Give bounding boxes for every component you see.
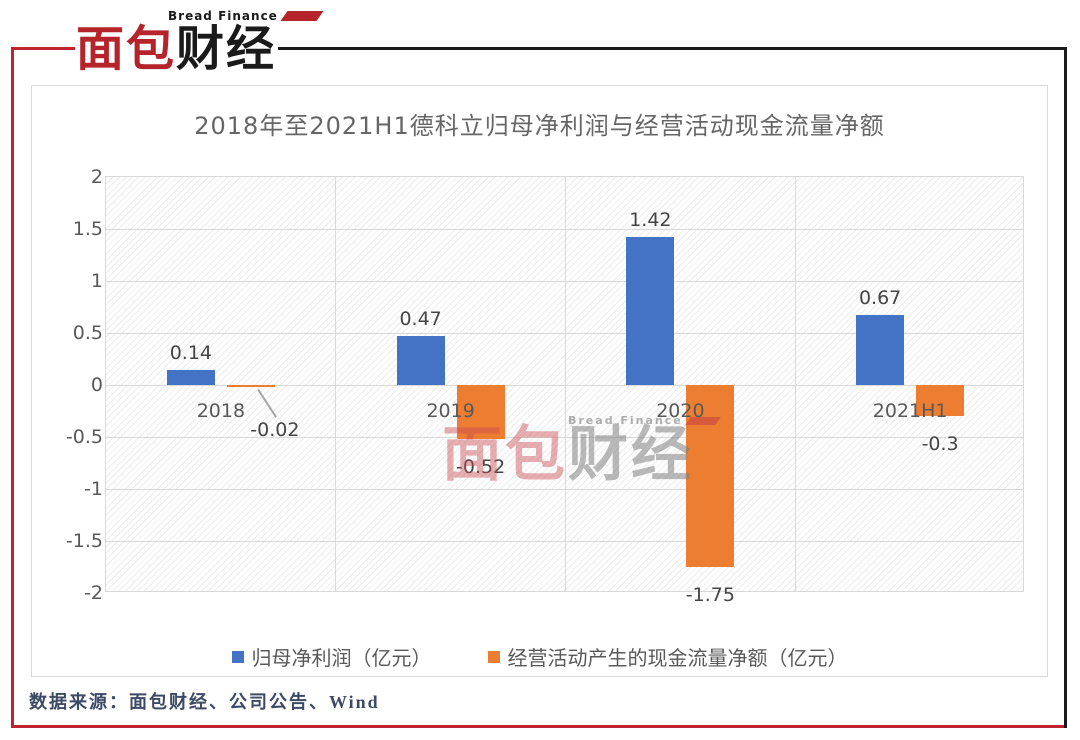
brand-logo: Bread Finance 面包财经	[76, 3, 324, 81]
gridline-vertical	[335, 177, 337, 591]
net-profit-bar-2018	[166, 370, 215, 385]
brand-logo-english-text: Bread Finance	[168, 9, 278, 23]
y-axis-tick-1: 1	[90, 270, 103, 292]
frame-line-top-right	[278, 47, 1067, 50]
cash-flow-data-label-2018: -0.02	[250, 419, 300, 441]
y-axis-tick--0.5: -0.5	[65, 426, 103, 448]
brand-logo-top-row: Bread Finance	[168, 9, 324, 23]
cash-flow-bar-2018	[226, 385, 275, 388]
gridline-horizontal	[106, 332, 1023, 334]
net-profit-data-label-2018: 0.14	[169, 342, 213, 365]
net-profit-data-label-2020: 1.42	[629, 209, 672, 232]
y-axis-tick--1: -1	[84, 478, 103, 500]
data-source-note: 数据来源：面包财经、公司公告、Wind	[29, 692, 380, 712]
y-axis-tick-0.5: 0.5	[72, 322, 103, 344]
legend-label-cash-flow: 经营活动产生的现金流量净额（亿元）	[507, 646, 848, 670]
net-profit-bar-2019	[396, 336, 445, 385]
cash-flow-data-label-2021H1: -0.3	[921, 433, 959, 456]
net-profit-bar-2020	[626, 237, 675, 385]
gridline-horizontal	[106, 540, 1023, 542]
plot-area: 2 1.5 1 0.5 0 -0.5 -1 -1.5 -2 0.14 0.47 1.42 0.67 -0.…	[66, 166, 1024, 606]
cash-flow-bar-2020	[686, 385, 735, 567]
x-axis-label-2018: 2018	[196, 400, 246, 422]
net-profit-data-label-2021H1: 0.67	[858, 287, 902, 310]
frame-line-right	[1064, 47, 1067, 728]
cash-flow-bar-2019	[456, 385, 505, 440]
x-axis-label-2021H1: 2021H1	[872, 400, 948, 422]
net-profit-data-label-2019: 0.47	[399, 308, 442, 331]
chart-title: 2018年至2021H1德科立归母净利润与经营活动现金流量净额	[194, 112, 885, 140]
cash-flow-data-label-2020: -1.75	[685, 584, 735, 606]
gridline-horizontal	[106, 384, 1023, 386]
brand-logo-chinese-text: 面包财经	[76, 21, 276, 77]
frame-line-top-left	[11, 47, 75, 50]
x-axis-label-2020: 2020	[656, 400, 705, 422]
gridline-horizontal	[106, 488, 1023, 490]
y-axis-tick-2: 2	[90, 166, 103, 188]
chart-container: 2018年至2021H1德科立归母净利润与经营活动现金流量净额 2 1.5 1 0.5…	[31, 85, 1048, 677]
chart-legend: 归母净利润（亿元） 经营活动产生的现金流量净额（亿元）	[32, 642, 1047, 671]
cash-flow-bar-2021H1	[916, 385, 965, 417]
gridline-horizontal	[106, 228, 1023, 230]
legend-marker-cash-flow	[487, 650, 500, 663]
y-axis-tick-1.5: 1.5	[72, 218, 103, 240]
legend-item-net-profit: 归母净利润（亿元）	[231, 642, 432, 671]
cash-flow-data-label-2019: -0.52	[456, 456, 506, 479]
brand-logo-zh-red: 面包	[76, 21, 177, 77]
legend-label-net-profit: 归母净利润（亿元）	[251, 646, 432, 670]
gridline-horizontal	[106, 436, 1023, 438]
gridline-vertical	[565, 177, 566, 591]
frame-line-bottom	[11, 725, 1067, 728]
brand-flag-icon	[280, 11, 324, 21]
gridline-horizontal	[106, 280, 1023, 282]
frame-line-left	[11, 47, 14, 728]
legend-marker-net-profit	[231, 650, 244, 663]
y-axis-tick--2: -2	[84, 582, 103, 604]
x-axis-label-2019: 2019	[426, 400, 475, 422]
y-axis-tick--1.5: -1.5	[65, 530, 103, 552]
legend-item-cash-flow: 经营活动产生的现金流量净额（亿元）	[487, 642, 848, 671]
brand-logo-zh-black: 财经	[176, 21, 277, 77]
net-profit-bar-2021H1	[856, 315, 905, 385]
y-axis-tick-0: 0	[90, 374, 103, 396]
gridline-vertical	[794, 177, 796, 591]
